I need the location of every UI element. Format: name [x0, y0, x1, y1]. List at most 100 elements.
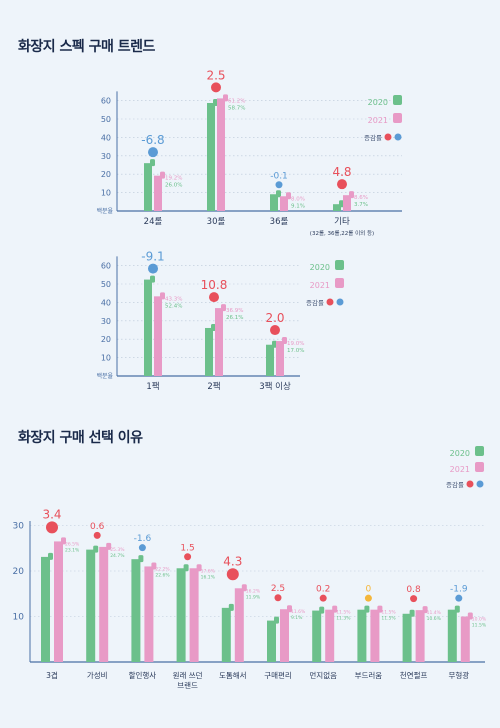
pack-chart-bar-cap-2021 [282, 337, 287, 345]
spec-chart-change-label: -0.1 [270, 171, 288, 181]
pack-chart-value-label-2021: 43.3% [165, 296, 182, 302]
pack-chart-y-axis-label: 백분율 [96, 372, 113, 380]
pack-chart-change-label: -9.1 [141, 250, 164, 264]
pack-chart-bar-cap-2020 [150, 275, 155, 283]
pack-chart-bar-2020 [205, 327, 213, 376]
spec-chart-bar-2021 [280, 196, 288, 211]
pack-chart-change-dot [270, 325, 280, 336]
chart-title-purchase-reason: 화장지 구매 선택 이유 [18, 430, 143, 446]
reason-chart-change-dot [46, 521, 58, 534]
spec-chart-change-label: 4.8 [332, 165, 351, 179]
reason-chart-bar-2020 [447, 609, 457, 662]
reason-chart-category-label: 도톰해서 [219, 670, 247, 680]
pack-chart-value-label-2020: 17.0% [287, 348, 304, 354]
pack-chart-bar-2021 [215, 308, 223, 376]
legend-2020-swatch [335, 260, 344, 270]
spec-chart-category-label: 24롤 [144, 217, 163, 227]
pack-chart-y-tick-label: 50 [101, 280, 111, 289]
reason-chart-bar-cap-2021 [467, 612, 473, 620]
reason-chart-value-label-2020: 24.7% [110, 553, 125, 559]
pack-chart-y-tick-label: 30 [101, 317, 111, 326]
reason-chart-bar-2020 [176, 568, 186, 662]
reason-chart-value-label-2021: 10.0% [472, 617, 487, 623]
reason-chart-bar-2021 [325, 609, 335, 662]
reason-chart-category-label: 부드러움 [355, 671, 383, 680]
reason-chart-bar-2021 [99, 546, 109, 662]
reason-chart-change-label: 0.8 [406, 585, 421, 595]
legend-2021-swatch [393, 113, 402, 123]
reason-chart-bar-2020 [402, 613, 412, 662]
reason-chart-value-label-2020: 9.1% [291, 615, 303, 621]
reason-chart-change-label: 0.6 [90, 522, 105, 532]
legend-2020-label: 2020 [450, 449, 470, 458]
spec-chart-change-label: 2.5 [206, 68, 225, 82]
reason-chart-bar-cap-2021 [287, 605, 292, 613]
spec-chart-y-tick-label: 40 [101, 133, 111, 142]
reason-chart-change-label: 3.4 [42, 507, 61, 521]
reason-chart-value-label-2020: 23.1% [65, 547, 80, 553]
reason-chart-category-label: 할인행사 [129, 670, 157, 680]
reason-chart-change-label: 2.5 [271, 584, 285, 594]
reason-chart-bar-cap-2021 [61, 537, 66, 545]
spec-chart-value-label-2021: 8.6% [354, 195, 368, 201]
spec-chart-change-dot [211, 82, 221, 93]
spec-chart-value-label-2020: 9.1% [291, 203, 305, 209]
spec-chart-y-tick-label: 50 [101, 115, 111, 124]
pack-chart-y-tick-label: 40 [101, 298, 111, 307]
reason-chart-bar-cap-2020 [93, 545, 99, 553]
pack-chart-value-label-2020: 26.1% [226, 315, 243, 321]
spec-chart-bar-2021 [217, 98, 225, 211]
spec-chart-change-dot [148, 147, 158, 158]
reason-chart-bar-cap-2021 [241, 584, 247, 592]
reason-chart-value-label-2021: 26.5% [65, 541, 80, 547]
reason-chart-bar-2021 [370, 609, 380, 662]
reason-chart-bar-2020 [312, 610, 322, 662]
reason-chart-change-label: 0.2 [316, 585, 330, 595]
spec-chart-y-tick-label: 60 [101, 97, 111, 106]
legend-2020-swatch [475, 446, 484, 456]
legend-2021-swatch [335, 278, 344, 288]
spec-chart-bar-cap-2020 [150, 159, 155, 167]
pack-chart-change-dot [148, 263, 158, 274]
reason-chart-value-label-2020: 11.5% [381, 616, 396, 622]
reason-chart-bar-cap-2020 [274, 616, 279, 624]
reason-chart-change-dot [319, 594, 327, 602]
reason-chart-y-tick-label: 10 [13, 613, 25, 623]
reason-chart-bar-cap-2020 [48, 552, 53, 560]
spec-chart-change-dot [275, 181, 283, 189]
pack-chart-change-label: 10.8 [201, 278, 228, 292]
legend-2021-label: 2021 [310, 281, 330, 290]
reason-chart-value-label-2020: 10.6% [427, 616, 442, 622]
reason-chart-y-tick-label: 30 [13, 522, 25, 532]
spec-chart-value-label-2021: 61.2% [228, 98, 245, 104]
legend-2021-label: 2021 [450, 465, 470, 474]
reason-chart-bar-cap-2020 [138, 555, 144, 563]
reason-chart-bar-cap-2020 [183, 564, 189, 572]
legend-increase-dot [326, 298, 334, 306]
spec-chart-bar-2021 [154, 175, 162, 211]
spec-chart-bar-cap-2021 [223, 94, 228, 102]
reason-chart-value-label-2021: 11.4% [427, 610, 442, 616]
reason-chart-bar-cap-2021 [106, 542, 112, 550]
reason-chart-change-label: 4.3 [223, 554, 242, 568]
spec-chart-category-label: 기타 [334, 217, 350, 227]
reason-chart-change-label: 1.5 [180, 543, 194, 553]
spec-chart-y-axis-label: 백분율 [96, 207, 113, 215]
reason-chart-change-label: 0 [366, 585, 372, 595]
legend-2020-swatch [393, 95, 402, 105]
pack-chart-bar-2021 [276, 341, 284, 376]
legend-decrease-dot [476, 480, 484, 488]
spec-chart-value-label-2021: 8.0% [291, 196, 305, 202]
reason-chart-change-dot [410, 595, 418, 603]
reason-chart-category-label: 3겹 [46, 670, 58, 680]
spec-chart-y-tick-label: 10 [101, 189, 111, 198]
spec-chart-bar-cap-2020 [213, 98, 218, 106]
reason-chart-category-label: 먼지없음 [309, 670, 337, 680]
reason-chart-change-dot [226, 568, 239, 581]
reason-chart-value-label-2021: 11.5% [336, 610, 351, 616]
reason-chart-bar-cap-2021 [196, 564, 202, 572]
reason-chart-category-label: 천연펄프 [400, 670, 428, 680]
reason-chart-category-label: 브랜드 [177, 680, 198, 690]
reason-chart-change-dot [364, 594, 372, 602]
